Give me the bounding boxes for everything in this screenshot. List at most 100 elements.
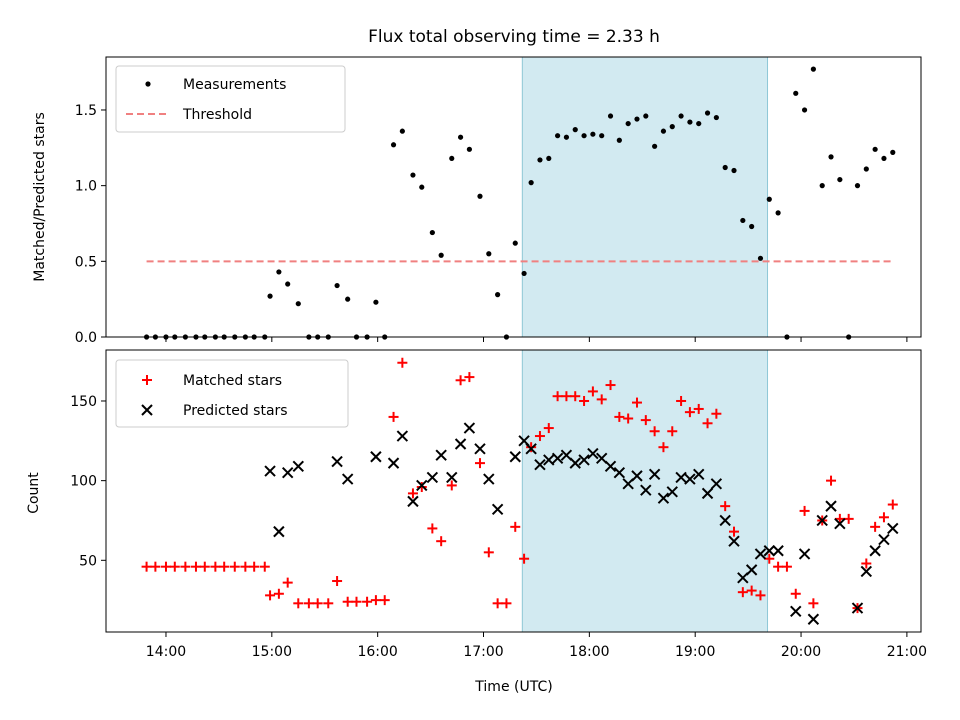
predicted-stars-point (587, 447, 599, 460)
matched-stars-point (878, 512, 889, 523)
predicted-stars-point (370, 451, 382, 463)
legend-measurements-marker (145, 81, 151, 87)
top-axes-frame (105, 56, 922, 338)
predicted-stars-point (710, 478, 723, 490)
legend-matched-marker (142, 375, 152, 385)
predicted-stars-point (622, 478, 634, 490)
matched-stars-point (370, 595, 381, 606)
top-y-axis-label: Matched/Predicted stars (32, 112, 48, 282)
predicted-stars-point (772, 545, 784, 557)
measurement-point (429, 229, 435, 236)
measurement-point (713, 114, 719, 121)
measurement-point (607, 113, 614, 119)
predicted-stars-point (675, 471, 687, 484)
matched-stars-point (446, 480, 457, 491)
matched-stars-point (746, 585, 757, 596)
bottom-legend-box (115, 359, 349, 428)
predicted-stars-point (878, 533, 890, 546)
measurement-point (819, 183, 825, 189)
measurement-point (740, 217, 746, 224)
measurement-point (334, 282, 340, 289)
predicted-stars-point (463, 422, 476, 434)
matched-stars-point (150, 561, 161, 572)
measurement-point (466, 146, 472, 152)
predicted-stars-point (860, 565, 873, 578)
chart-title: Flux total observing time = 2.33 h (368, 27, 660, 47)
matched-stars-point (755, 590, 766, 601)
matched-stars-point (658, 442, 669, 453)
bottom-y-axis-label: Count (26, 472, 42, 514)
predicted-stars-point (631, 470, 643, 482)
predicted-stars-point (737, 572, 749, 584)
predicted-stars-point (684, 473, 696, 485)
bottom-series (141, 357, 899, 625)
matched-stars-point (474, 458, 485, 469)
matched-stars-point (781, 561, 792, 572)
matched-stars-point (808, 598, 819, 609)
predicted-stars-point (728, 535, 740, 547)
measurement-point (810, 66, 816, 72)
matched-stars-point (729, 526, 740, 537)
matched-stars-point (870, 521, 881, 532)
measurement-point (757, 255, 764, 261)
predicted-stars-point (763, 545, 775, 557)
predicted-stars-point (560, 449, 573, 461)
measurement-point (669, 124, 675, 130)
matched-stars-point (323, 598, 334, 609)
measurement-point (599, 133, 605, 139)
measurement-point (828, 154, 834, 160)
measurement-point (495, 292, 501, 298)
predicted-stars-point (657, 492, 670, 504)
predicted-stars-point (816, 514, 828, 527)
bottom-y-ticks: 50 100 150 (70, 394, 106, 569)
predicted-stars-point (426, 471, 439, 484)
predicted-stars-point (807, 613, 820, 625)
predicted-stars-point (483, 473, 495, 485)
measurement-point (399, 128, 405, 134)
matched-stars-point (332, 576, 343, 587)
matched-stars-point (623, 413, 634, 424)
matched-stars-point (199, 561, 210, 572)
predicted-stars-point (869, 545, 881, 557)
matched-stars-point (587, 386, 598, 397)
matched-stars-point (342, 596, 353, 607)
measurement-point (555, 133, 561, 139)
matched-stars-point (379, 595, 390, 606)
x-tick-label: 15:00 (252, 644, 292, 660)
measurement-point (643, 113, 649, 119)
matched-stars-point (702, 418, 713, 429)
matched-stars-point (303, 598, 314, 609)
matched-stars-point (351, 596, 362, 607)
y-tick-label: 1.5 (75, 103, 97, 119)
matched-stars-point (790, 588, 801, 599)
predicted-stars-point (387, 457, 400, 469)
predicted-stars-point (719, 514, 731, 527)
measurement-point (410, 172, 416, 178)
predicted-stars-point (887, 522, 899, 535)
measurement-point (546, 155, 552, 162)
matched-stars-point (407, 488, 418, 499)
measurement-point (438, 252, 444, 258)
matched-stars-point (843, 513, 854, 524)
measurement-point (528, 180, 534, 186)
matched-stars-point (483, 547, 494, 558)
matched-stars-point (282, 577, 293, 588)
matched-stars-point (570, 391, 581, 402)
matched-stars-point (534, 431, 545, 442)
matched-stars-point (464, 372, 475, 383)
bottom-legend: Matched stars Predicted stars (115, 359, 349, 428)
matched-stars-point (605, 380, 616, 391)
x-tick-label: 18:00 (569, 644, 609, 660)
legend-threshold-label: Threshold (182, 107, 252, 123)
measurement-point (267, 293, 273, 299)
matched-stars-point (427, 523, 438, 534)
legend-predicted-label: Predicted stars (183, 403, 288, 419)
predicted-stars-point (331, 455, 343, 468)
matched-stars-point (684, 407, 695, 418)
measurement-point (477, 193, 483, 199)
predicted-stars-point (396, 430, 409, 442)
matched-stars-point (631, 397, 642, 408)
predicted-stars-point (825, 500, 837, 512)
measurement-point (563, 134, 570, 140)
